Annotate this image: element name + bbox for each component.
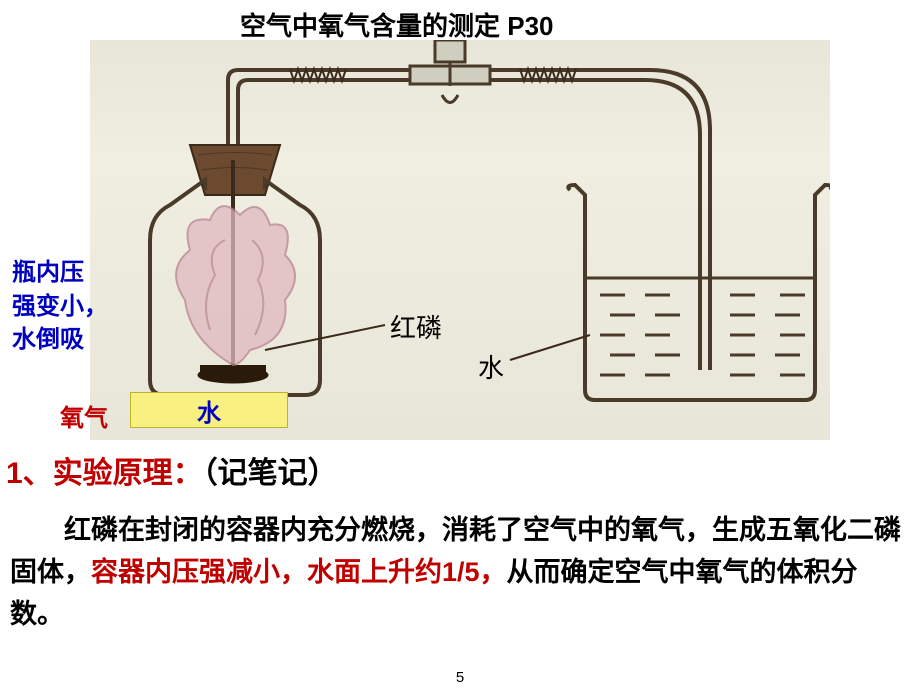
- page-number: 5: [456, 669, 464, 686]
- apparatus-svg: [90, 40, 830, 440]
- water-highlight-box: 水: [130, 392, 288, 428]
- label-red-phosphorus: 红磷: [390, 308, 442, 345]
- pressure-note: 瓶内压 强变小， 水倒吸: [12, 256, 108, 357]
- beaker: [568, 185, 830, 400]
- experiment-diagram: 红磷 水: [90, 40, 830, 440]
- oxygen-label: 氧气: [60, 398, 108, 433]
- label-water-beaker: 水: [478, 348, 504, 385]
- smoke-cloud: [176, 206, 295, 365]
- section-note: （记笔记）: [203, 457, 338, 490]
- section-num: 1、: [6, 457, 53, 490]
- section-1-header: 1、实验原理：（记笔记）: [6, 448, 338, 492]
- water-box-text: 水: [197, 393, 221, 428]
- body-p2-red: 容器内压强减小，水面上升约1/5，: [91, 557, 507, 587]
- page-title: 空气中氧气含量的测定 P30: [240, 6, 554, 43]
- stopcock: [410, 40, 490, 103]
- section-heading: 实验原理：: [53, 457, 203, 490]
- body-paragraph: 红磷在封闭的容器内充分燃烧，消耗了空气中的氧气，生成五氧化二磷固体，容器内压强减…: [10, 510, 910, 636]
